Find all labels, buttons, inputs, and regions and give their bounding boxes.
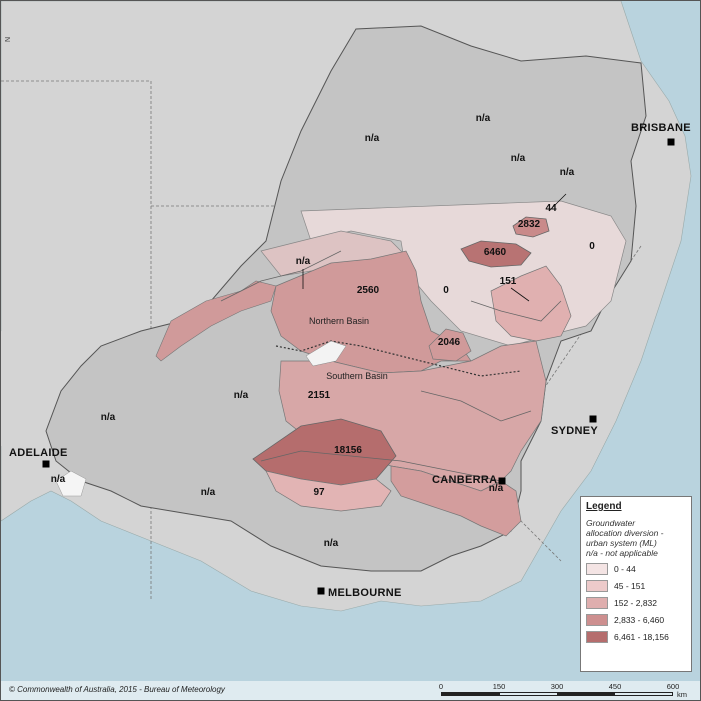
region-label: 0 [443,285,449,296]
scale-bar-graphic [441,692,673,696]
callout-151 [510,287,530,302]
legend-item: 6,461 - 18,156 [586,631,686,643]
region-label: n/a [560,167,575,178]
city-label: ADELAIDE [9,447,68,459]
legend-subtitle-1: Groundwater [586,518,636,528]
region-6460 [460,240,532,268]
city-marker [42,460,50,468]
region-label: 2151 [308,390,331,401]
city-label: SYDNEY [551,425,598,437]
basin-divider [275,340,522,377]
legend: Legend Groundwater allocation diversion … [580,496,692,672]
region-2832 [512,216,550,238]
legend-subtitle-4: n/a - not applicable [586,548,658,558]
legend-swatch [586,631,608,643]
legend-item: 45 - 151 [586,580,686,592]
region-label: n/a [234,390,249,401]
basin-labels: Northern Basin Southern Basin [309,316,388,381]
region-151 [490,265,572,342]
region-label: 97 [313,487,325,498]
scale-tick: 300 [550,682,564,691]
region-label: 151 [500,276,517,287]
scale-tick: 450 [608,682,622,691]
region-label: n/a [511,153,526,164]
legend-item: 152 - 2,832 [586,597,686,609]
region-label: n/a [101,412,116,423]
region-label: n/a [324,538,339,549]
region-labels: n/a n/a n/a n/a 44 2832 0 6460 n/a 151 2560 0 2046 n/… [51,113,595,549]
city-label: MELBOURNE [328,587,402,599]
region-label: 6460 [484,247,507,258]
basin-label: Southern Basin [326,371,388,381]
legend-item-label: 45 - 151 [614,581,646,591]
basin-label: Northern Basin [309,316,369,326]
scale-tick: 0 [438,682,444,691]
region-label: 18156 [334,445,362,456]
city-marker [589,415,597,423]
legend-item-label: 152 - 2,832 [614,598,658,608]
region-label: 0 [589,241,595,252]
region-label: 2832 [518,219,541,230]
scale-unit: km [677,690,687,699]
legend-subtitle-2: allocation diversion - [586,528,664,538]
legend-item-label: 6,461 - 18,156 [614,632,669,642]
gulf-land [1,331,61,451]
legend-item-label: 0 - 44 [614,564,636,574]
legend-item: 0 - 44 [586,563,686,575]
region-label: n/a [365,133,380,144]
north-arrow-label: N [5,36,13,43]
legend-item: 2,833 - 6,460 [586,614,686,626]
region-label: 44 [545,203,557,214]
legend-swatch [586,580,608,592]
region-label: n/a [489,483,504,494]
lake [305,340,347,367]
scale-tick: 600 [666,682,680,691]
region-2046 [428,328,472,362]
city-marker [498,477,506,485]
region-label: 2560 [357,285,380,296]
coast-patch [55,470,87,497]
city-marker [317,587,325,595]
city-label: BRISBANE [631,122,691,134]
legend-title: Legend [586,501,622,512]
region-97 [265,470,392,512]
region-west-strip [155,280,277,362]
legend-subtitle-3: urban system (ML) [586,538,657,548]
copyright: © Commonwealth of Australia, 2015 - Bure… [9,685,225,694]
rivers [220,250,562,482]
legend-swatch [586,597,608,609]
city-marker [667,138,675,146]
scale-bar: 0 150 300 450 600 km [438,682,691,700]
legend-swatch [586,614,608,626]
scale-tick: 150 [492,682,506,691]
cities: BRISBANE SYDNEY CANBERRA ADELAIDE MELBOURNE [9,122,691,599]
region-label: n/a [296,256,311,267]
legend-item-label: 2,833 - 6,460 [614,615,665,625]
region-label: n/a [201,487,216,498]
legend-swatch [586,563,608,575]
region-label: n/a [476,113,491,124]
region-label: n/a [51,474,66,485]
region-canberra [390,465,522,537]
city-label: CANBERRA [432,474,497,486]
callout-44 [548,193,567,212]
region-label: 2046 [438,337,461,348]
